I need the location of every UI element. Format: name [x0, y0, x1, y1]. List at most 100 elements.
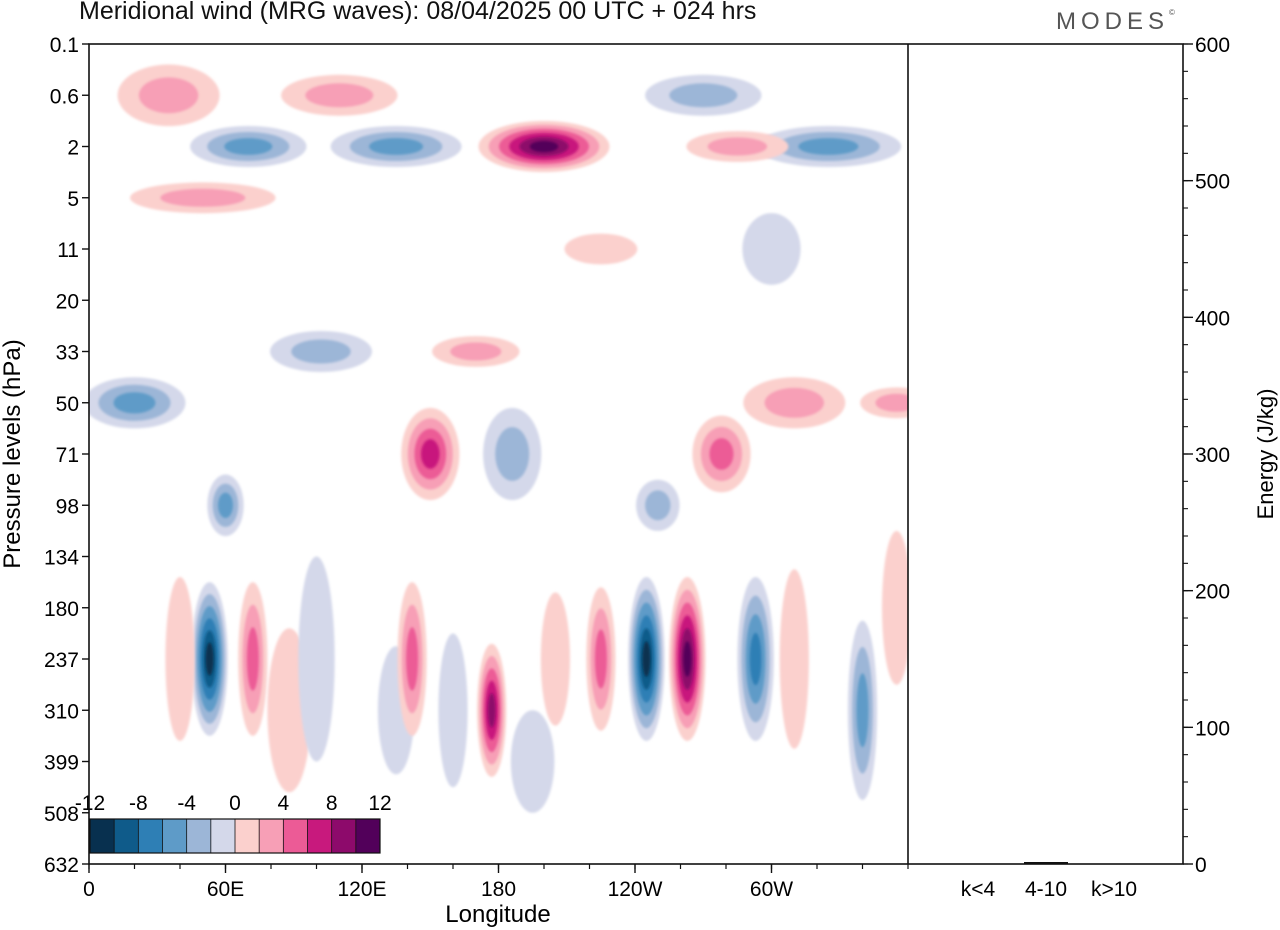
contour-band	[224, 138, 273, 155]
contour-band	[764, 387, 824, 418]
colorbar-label: -8	[129, 792, 148, 815]
contour-band	[856, 673, 869, 748]
contour-band	[205, 642, 214, 676]
contour-band	[540, 592, 571, 726]
colorbar-swatch	[138, 819, 163, 853]
energy-tick-label: 200	[1195, 581, 1230, 604]
y-tick-label: 98	[56, 495, 79, 518]
contour-band	[218, 492, 233, 518]
x-tick-label: 0	[83, 878, 95, 901]
colorbar-swatch	[90, 819, 115, 853]
contour-band	[707, 137, 768, 156]
contour-band	[421, 439, 440, 469]
contour-band	[669, 83, 738, 108]
colorbar-label: 4	[277, 792, 289, 815]
y-tick-label: 71	[56, 444, 79, 467]
energy-tick-label: 0	[1195, 854, 1207, 877]
contour-band	[594, 629, 607, 689]
contour-band	[749, 632, 762, 686]
contour-band	[298, 556, 335, 762]
colorbar: -12 -8 -4 0 4 8 12	[75, 792, 392, 854]
colorbar-swatch	[186, 819, 212, 853]
energy-category-label: k>10	[1091, 878, 1137, 901]
energy-bar	[956, 863, 1000, 865]
x-tick-label: 120E	[337, 878, 386, 901]
contour-field	[89, 64, 908, 813]
colorbar-swatch	[235, 819, 260, 853]
colorbar-swatch	[283, 819, 308, 853]
y-axis-label: Pressure levels (hPa)	[0, 339, 26, 568]
contour-band	[882, 530, 908, 685]
contour-band	[742, 213, 801, 285]
contour-band	[160, 188, 246, 207]
y-tick-label: 399	[44, 752, 79, 775]
colorbar-swatch	[259, 819, 284, 853]
plot-frame	[88, 43, 1184, 865]
contour-band	[564, 233, 638, 265]
contour-band	[709, 438, 734, 470]
colorbar-swatch	[210, 819, 236, 853]
y-tick-label: 50	[56, 393, 79, 416]
x-axis-label: Longitude	[445, 901, 550, 928]
contour-band	[779, 569, 809, 749]
energy-tick-label: 500	[1195, 171, 1230, 194]
x-tick-label: 60E	[207, 878, 244, 901]
energy-axis-label: Energy (J/kg)	[1253, 389, 1278, 520]
brand-mark: ©	[1169, 8, 1175, 17]
contour-band	[305, 83, 374, 108]
y-tick-label: 310	[44, 700, 79, 723]
energy-tick-label: 400	[1195, 307, 1230, 330]
contour-band	[113, 392, 156, 414]
colorbar-swatch	[331, 819, 357, 853]
x-tick-label: 60W	[750, 878, 793, 901]
energy-category-label: k<4	[961, 878, 996, 901]
y-tick-label: 2	[67, 137, 79, 160]
longitude-axis: 0 60E 120E 180 120W 60W	[83, 864, 909, 901]
y-tick-label: 0.1	[50, 34, 79, 57]
x-tick-label: 180	[481, 878, 516, 901]
energy-bars: k<4 4-10 k>10	[956, 862, 1137, 901]
y-tick-label: 0.6	[50, 85, 79, 108]
colorbar-swatch	[307, 819, 333, 853]
y-tick-label: 632	[44, 854, 79, 877]
colorbar-label: 12	[368, 792, 391, 815]
y-tick-label: 134	[44, 547, 79, 570]
outer-frame	[88, 43, 1184, 865]
energy-tick-label: 300	[1195, 444, 1230, 467]
contour-band	[875, 393, 908, 412]
energy-tick-label: 600	[1195, 34, 1230, 57]
energy-axis: 0 100 200 300 400 500 600	[1183, 34, 1230, 877]
energy-category-label: 4-10	[1025, 878, 1067, 901]
contour-band	[291, 339, 351, 364]
colorbar-swatch	[162, 819, 188, 853]
contour-band	[529, 140, 559, 153]
colorbar-swatch	[114, 819, 139, 853]
modes-logo: MODES©	[1056, 8, 1175, 36]
contour-band	[798, 138, 859, 155]
contour-band	[438, 633, 468, 788]
colorbar-label: 8	[326, 792, 338, 815]
colorbar-label: 0	[229, 792, 241, 815]
colorbar-label: -4	[177, 792, 196, 815]
energy-bar	[1024, 862, 1068, 864]
pressure-axis: 0.1 0.6 2 5 11 20 33 50 71 98 134 180 237 310 399 508 63…	[44, 34, 89, 877]
energy-tick-label: 100	[1195, 717, 1230, 740]
contour-band	[683, 641, 692, 677]
x-tick-label: 120W	[608, 878, 663, 901]
colorbar-swatch	[355, 819, 381, 853]
chart-title: Meridional wind (MRG waves): 08/04/2025 …	[79, 0, 757, 25]
y-tick-label: 5	[67, 188, 79, 211]
contour-band	[487, 693, 496, 728]
contour-band	[642, 641, 651, 677]
contour-band	[369, 138, 424, 155]
contour-band	[645, 490, 671, 521]
y-tick-label: 33	[56, 342, 79, 365]
contour-band	[406, 627, 419, 691]
y-tick-label: 508	[44, 803, 79, 826]
y-tick-label: 11	[57, 239, 79, 262]
contour-band	[246, 627, 259, 691]
y-tick-label: 20	[56, 290, 79, 313]
contour-band	[510, 710, 555, 813]
y-tick-label: 237	[44, 649, 79, 672]
